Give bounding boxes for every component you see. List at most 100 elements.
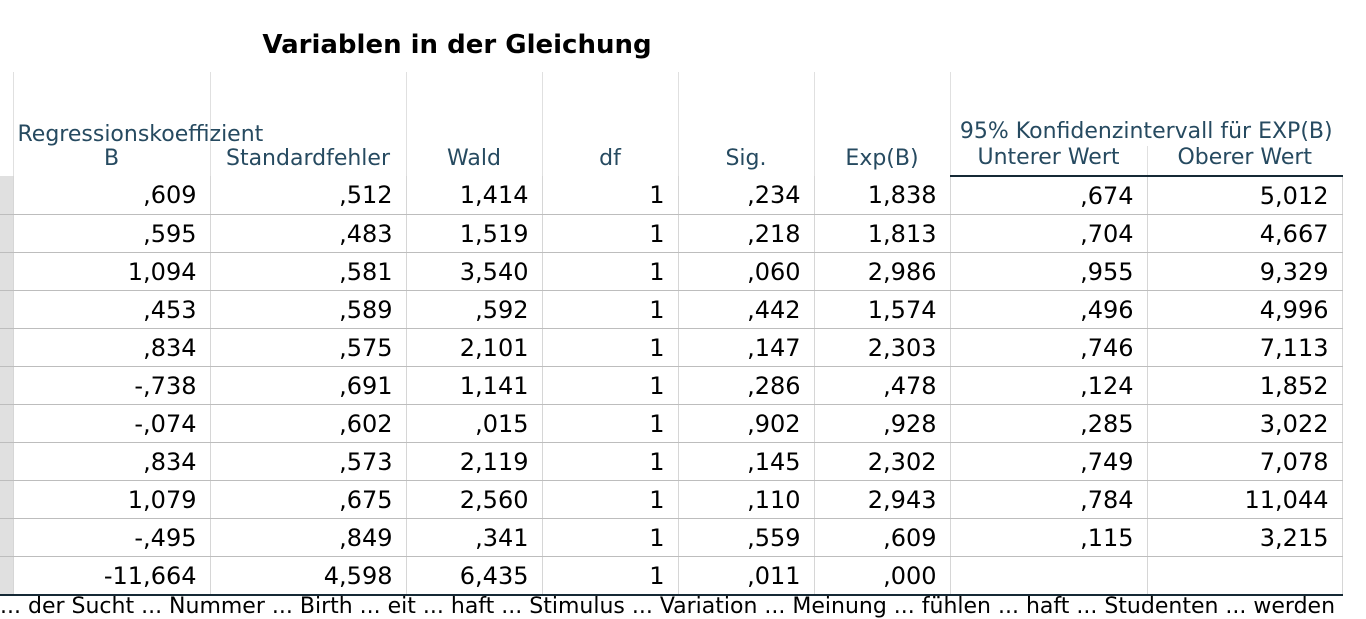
table-row: ,453,589,592 1,442 1,574,496 4,996 (0, 290, 1343, 329)
cell-lower: ,784 (949, 480, 1147, 519)
row-stub (0, 328, 13, 367)
cell-upper: 7,113 (1146, 328, 1343, 367)
cell-sig: ,147 (677, 328, 814, 367)
cell-sig: ,902 (677, 404, 814, 443)
cell-b: ,609 (12, 176, 210, 215)
row-stub (0, 290, 13, 329)
cell-upper: 4,667 (1146, 214, 1343, 253)
cell-se: ,849 (209, 518, 406, 557)
cell-wald: 2,119 (405, 442, 542, 481)
row-stub (0, 480, 13, 519)
cell-lower: ,704 (949, 214, 1147, 253)
row-stub (0, 518, 13, 557)
cell-lower: ,674 (949, 176, 1147, 215)
cell-lower: ,749 (949, 442, 1147, 481)
cell-upper: 4,996 (1146, 290, 1343, 329)
table-row: ,834,575 2,101 1,147 2,303,746 7,113 (0, 328, 1343, 367)
cell-df: 1 (541, 176, 678, 215)
table-row: -,738,691 1,141 1,286,478,124 1,852 (0, 366, 1343, 405)
cell-df: 1 (541, 214, 678, 253)
table-row: 1,094,581 3,540 1,060 2,986,955 9,329 (0, 252, 1343, 291)
cell-lower: ,115 (949, 518, 1147, 557)
col-header-b: Regressionskoeffizient B (12, 72, 263, 176)
cell-b: ,453 (12, 290, 210, 329)
table-row: -11,664 4,598 6,435 1,011,000 (0, 556, 1343, 596)
row-stub (0, 214, 13, 253)
row-stub (0, 252, 13, 291)
table-row: ,609,512 1,414 1,234 1,838,674 5,012 (0, 176, 1343, 215)
col-header-sig: Sig. (677, 72, 814, 176)
cell-se: ,691 (209, 366, 406, 405)
cell-upper (1146, 556, 1343, 596)
cell-upper: 5,012 (1146, 176, 1343, 215)
cell-sig: ,060 (677, 252, 814, 291)
cell-sig: ,145 (677, 442, 814, 481)
cell-se: ,675 (209, 480, 406, 519)
cell-df: 1 (541, 518, 678, 557)
cell-df: 1 (541, 556, 678, 596)
row-stub (0, 556, 13, 596)
table-title: Variablen in der Gleichung (262, 30, 652, 60)
row-stub (0, 442, 13, 481)
cell-expb: 2,943 (813, 480, 950, 519)
cell-b: -,495 (12, 518, 210, 557)
cell-b: 1,079 (12, 480, 210, 519)
cell-df: 1 (541, 366, 678, 405)
cell-sig: ,234 (677, 176, 814, 215)
col-header-expb: Exp(B) (813, 72, 950, 176)
cell-sig: ,110 (677, 480, 814, 519)
cell-wald: 1,141 (405, 366, 542, 405)
cell-b: ,595 (12, 214, 210, 253)
cell-se: ,602 (209, 404, 406, 443)
stub-header (0, 72, 13, 176)
cell-sig: ,442 (677, 290, 814, 329)
cell-se: ,589 (209, 290, 406, 329)
cell-expb: 2,303 (813, 328, 950, 367)
cell-lower: ,124 (949, 366, 1147, 405)
cell-se: ,575 (209, 328, 406, 367)
cell-wald: 1,414 (405, 176, 542, 215)
cell-expb: ,000 (813, 556, 950, 596)
cell-b: -11,664 (12, 556, 210, 596)
row-stub (0, 404, 13, 443)
cell-df: 1 (541, 328, 678, 367)
cell-expb: 2,986 (813, 252, 950, 291)
coefficients-table: Regressionskoeffizient B Standardfehler … (0, 72, 1343, 596)
cell-b: ,834 (12, 442, 210, 481)
cell-lower: ,746 (949, 328, 1147, 367)
table-row: 1,079,675 2,560 1,110 2,943,784 11,044 (0, 480, 1343, 519)
cell-se: ,512 (209, 176, 406, 215)
cell-lower: ,285 (949, 404, 1147, 443)
cell-sig: ,218 (677, 214, 814, 253)
col-header-se: Standardfehler (209, 72, 406, 176)
table-body: ,609,512 1,414 1,234 1,838,674 5,012,595,483… (0, 176, 1343, 596)
cell-upper: 1,852 (1146, 366, 1343, 405)
cell-b: -,738 (12, 366, 210, 405)
table-row: ,595,483 1,519 1,218 1,813,704 4,667 (0, 214, 1343, 253)
cell-sig: ,011 (677, 556, 814, 596)
row-stub (0, 176, 13, 215)
cell-wald: 2,560 (405, 480, 542, 519)
cell-df: 1 (541, 404, 678, 443)
cell-lower (949, 556, 1147, 596)
col-header-ci-group: 95% Konfidenzintervall für EXP(B) (949, 72, 1342, 146)
cell-se: ,483 (209, 214, 406, 253)
cell-b: ,834 (12, 328, 210, 367)
cell-sig: ,559 (677, 518, 814, 557)
cell-expb: ,609 (813, 518, 950, 557)
cell-se: ,573 (209, 442, 406, 481)
cell-wald: 2,101 (405, 328, 542, 367)
cell-upper: 3,022 (1146, 404, 1343, 443)
cell-expb: 1,574 (813, 290, 950, 329)
cell-wald: ,592 (405, 290, 542, 329)
cell-wald: 6,435 (405, 556, 542, 596)
cell-upper: 9,329 (1146, 252, 1343, 291)
table-row: ,834,573 2,119 1,145 2,302,749 7,078 (0, 442, 1343, 481)
cell-expb: ,478 (813, 366, 950, 405)
cell-df: 1 (541, 290, 678, 329)
cell-se: 4,598 (209, 556, 406, 596)
cell-df: 1 (541, 252, 678, 291)
row-stub (0, 366, 13, 405)
cell-wald: 3,540 (405, 252, 542, 291)
cell-expb: 1,813 (813, 214, 950, 253)
